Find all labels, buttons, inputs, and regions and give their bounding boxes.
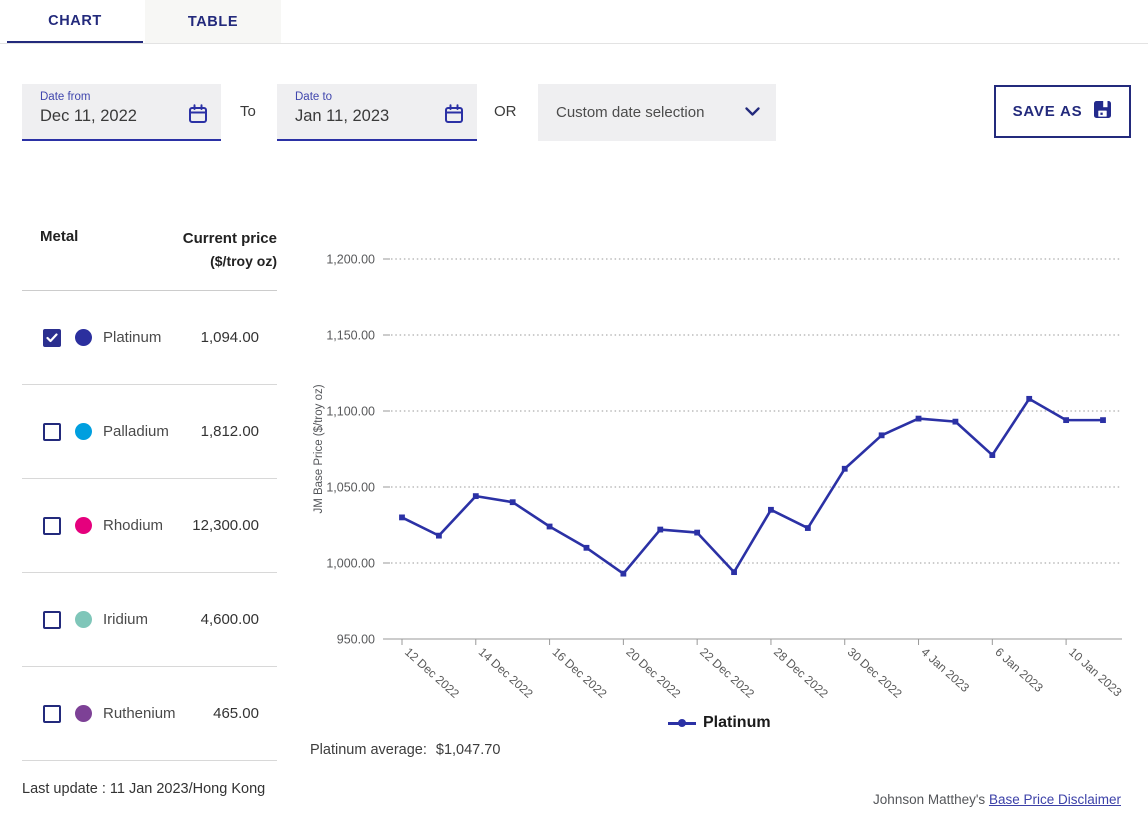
metal-color-dot xyxy=(75,705,92,722)
last-update-text: Last update : 11 Jan 2023/Hong Kong xyxy=(22,781,265,797)
metal-name: Ruthenium xyxy=(103,705,176,722)
calendar-icon[interactable] xyxy=(443,103,465,130)
date-to-value: Jan 11, 2023 xyxy=(295,107,389,126)
metal-name: Platinum xyxy=(103,329,161,346)
metal-price: 4,600.00 xyxy=(201,611,259,628)
metal-column-header: Metal xyxy=(40,220,78,290)
metal-name: Palladium xyxy=(103,423,169,440)
save-as-button[interactable]: SAVE AS xyxy=(994,85,1131,138)
chart-legend[interactable]: Platinum xyxy=(668,714,771,732)
svg-text:20 Dec 2022: 20 Dec 2022 xyxy=(623,645,683,701)
metal-price: 12,300.00 xyxy=(192,517,259,534)
price-header-line2: ($/troy oz) xyxy=(183,250,277,272)
date-from-label: Date from xyxy=(40,91,209,103)
legend-label: Platinum xyxy=(703,714,771,732)
svg-text:12 Dec 2022: 12 Dec 2022 xyxy=(402,645,462,701)
svg-text:14 Dec 2022: 14 Dec 2022 xyxy=(476,645,536,701)
metal-color-dot xyxy=(75,517,92,534)
tabbar-divider xyxy=(0,43,1148,44)
tab-chart-label: CHART xyxy=(48,13,102,29)
metal-row: Platinum 1,094.00 xyxy=(22,291,277,385)
save-as-label: SAVE AS xyxy=(1013,103,1083,120)
metal-checkbox[interactable] xyxy=(43,611,61,629)
metal-name: Iridium xyxy=(103,611,148,628)
tab-chart[interactable]: CHART xyxy=(7,0,143,44)
average-line: Platinum average: $1,047.70 xyxy=(310,742,500,758)
average-value: $1,047.70 xyxy=(436,742,501,758)
svg-text:10 Jan 2023: 10 Jan 2023 xyxy=(1066,645,1125,700)
base-price-disclaimer-link[interactable]: Base Price Disclaimer xyxy=(989,792,1121,807)
metal-color-dot xyxy=(75,423,92,440)
svg-text:1,050.00: 1,050.00 xyxy=(326,481,375,495)
svg-text:4 Jan 2023: 4 Jan 2023 xyxy=(919,645,973,695)
metal-price: 465.00 xyxy=(213,705,259,722)
tab-table[interactable]: TABLE xyxy=(145,0,281,44)
date-to-label: Date to xyxy=(295,91,465,103)
footer-disclaimer: Johnson Matthey's Base Price Disclaimer xyxy=(873,792,1121,807)
chart-canvas: JM Base Price ($/troy oz) 950.00 1,000.00 1… xyxy=(310,238,1138,706)
metal-row: Ruthenium 465.00 xyxy=(22,667,277,761)
svg-text:28 Dec 2022: 28 Dec 2022 xyxy=(771,645,831,701)
or-label: OR xyxy=(494,103,517,120)
price-header-line1: Current price xyxy=(183,228,277,250)
metal-checkbox[interactable] xyxy=(43,705,61,723)
custom-date-selection-dropdown[interactable]: Custom date selection xyxy=(538,84,776,141)
svg-text:16 Dec 2022: 16 Dec 2022 xyxy=(550,645,610,701)
legend-line-marker-icon xyxy=(668,719,696,727)
svg-text:22 Dec 2022: 22 Dec 2022 xyxy=(697,645,757,701)
svg-text:JM Base Price ($/troy oz): JM Base Price ($/troy oz) xyxy=(313,384,325,513)
svg-text:1,150.00: 1,150.00 xyxy=(326,329,375,343)
metal-row: Iridium 4,600.00 xyxy=(22,573,277,667)
metal-row: Rhodium 12,300.00 xyxy=(22,479,277,573)
svg-text:1,100.00: 1,100.00 xyxy=(326,405,375,419)
metal-price: 1,812.00 xyxy=(201,423,259,440)
average-label: Platinum average: xyxy=(310,742,427,758)
metal-row: Palladium 1,812.00 xyxy=(22,385,277,479)
svg-text:1,000.00: 1,000.00 xyxy=(326,557,375,571)
date-from-field[interactable]: Date from Dec 11, 2022 xyxy=(22,84,221,141)
metal-color-dot xyxy=(75,611,92,628)
tab-table-label: TABLE xyxy=(188,14,238,30)
price-column-header: Current price ($/troy oz) xyxy=(183,220,277,290)
date-to-field[interactable]: Date to Jan 11, 2023 xyxy=(277,84,477,141)
metal-checkbox[interactable] xyxy=(43,517,61,535)
metal-rows: Platinum 1,094.00 Palladium 1,812.00 Rho… xyxy=(22,291,277,761)
metal-checkbox[interactable] xyxy=(43,423,61,441)
date-from-value: Dec 11, 2022 xyxy=(40,107,137,126)
metals-panel: Metal Current price ($/troy oz) Platinum… xyxy=(22,220,277,761)
svg-text:950.00: 950.00 xyxy=(337,633,375,647)
to-label: To xyxy=(240,103,256,120)
metals-table-header: Metal Current price ($/troy oz) xyxy=(22,220,277,290)
svg-text:6 Jan 2023: 6 Jan 2023 xyxy=(992,645,1046,695)
metal-checkbox[interactable] xyxy=(43,329,61,347)
metal-price: 1,094.00 xyxy=(201,329,259,346)
chevron-down-icon xyxy=(745,104,760,121)
svg-text:30 Dec 2022: 30 Dec 2022 xyxy=(845,645,905,701)
price-chart: JM Base Price ($/troy oz) 950.00 1,000.00 1… xyxy=(310,238,1138,706)
svg-text:1,200.00: 1,200.00 xyxy=(326,253,375,267)
metal-name: Rhodium xyxy=(103,517,163,534)
metal-color-dot xyxy=(75,329,92,346)
save-icon xyxy=(1093,100,1112,123)
disclaimer-prefix: Johnson Matthey's xyxy=(873,792,985,807)
dropdown-selected-value: Custom date selection xyxy=(556,104,704,121)
calendar-icon[interactable] xyxy=(187,103,209,130)
